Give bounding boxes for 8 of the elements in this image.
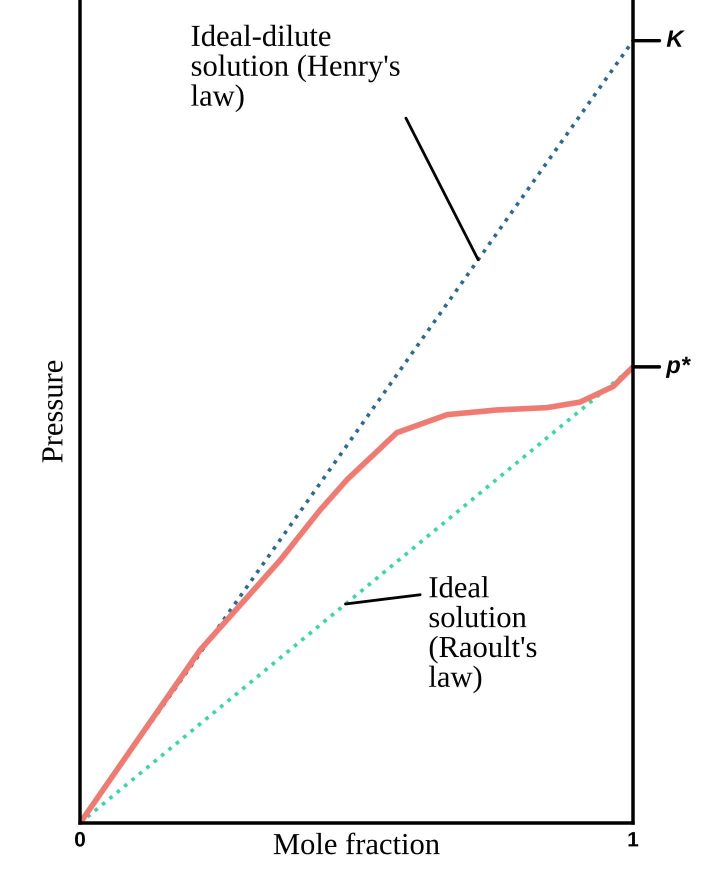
x-tick-label: 1 — [628, 832, 638, 846]
y-axis-title: Pressure — [42, 360, 63, 462]
annotation: Ideal-dilute solution (Henry's law) — [191, 24, 400, 112]
x-tick-label: 0 — [75, 832, 85, 847]
x-axis-title: Mole fraction — [274, 832, 440, 854]
annotation: Ideal solution (Raoult's law) — [429, 576, 536, 694]
annotation: p* — [666, 356, 691, 378]
annotation: K — [666, 30, 685, 47]
